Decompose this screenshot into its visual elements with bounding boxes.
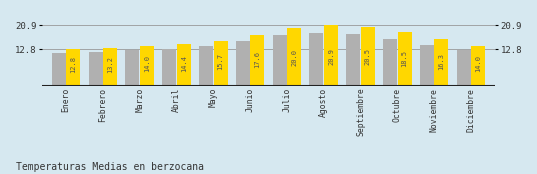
Bar bbox=[162, 49, 176, 86]
Bar bbox=[140, 46, 154, 86]
Bar bbox=[250, 35, 264, 86]
Bar bbox=[471, 46, 485, 86]
Bar bbox=[457, 50, 471, 86]
Bar bbox=[52, 53, 66, 86]
Text: Temperaturas Medias en berzocana: Temperaturas Medias en berzocana bbox=[16, 162, 204, 172]
Bar bbox=[103, 48, 117, 86]
Text: 20.0: 20.0 bbox=[291, 49, 297, 66]
Bar bbox=[236, 41, 250, 86]
Text: 14.0: 14.0 bbox=[144, 55, 150, 72]
Bar bbox=[273, 35, 287, 86]
Text: 20.5: 20.5 bbox=[365, 48, 371, 65]
Bar bbox=[324, 25, 338, 86]
Text: 16.3: 16.3 bbox=[439, 53, 445, 70]
Bar bbox=[383, 39, 397, 86]
Bar bbox=[434, 39, 448, 86]
Bar bbox=[309, 33, 323, 86]
Bar bbox=[66, 49, 80, 86]
Bar bbox=[398, 32, 412, 86]
Bar bbox=[177, 44, 191, 86]
Bar bbox=[346, 34, 360, 86]
Bar bbox=[89, 53, 103, 86]
Text: 13.2: 13.2 bbox=[107, 56, 113, 73]
Text: 17.6: 17.6 bbox=[255, 51, 260, 68]
Bar bbox=[214, 41, 228, 86]
Bar bbox=[361, 27, 375, 86]
Text: 18.5: 18.5 bbox=[402, 50, 408, 67]
Bar bbox=[125, 50, 139, 86]
Text: 15.7: 15.7 bbox=[217, 53, 223, 70]
Text: 14.0: 14.0 bbox=[475, 55, 481, 72]
Text: 14.4: 14.4 bbox=[181, 55, 187, 72]
Text: 20.9: 20.9 bbox=[328, 48, 334, 65]
Bar bbox=[199, 46, 213, 86]
Text: 12.8: 12.8 bbox=[70, 56, 76, 73]
Bar bbox=[420, 45, 434, 86]
Bar bbox=[287, 28, 301, 86]
